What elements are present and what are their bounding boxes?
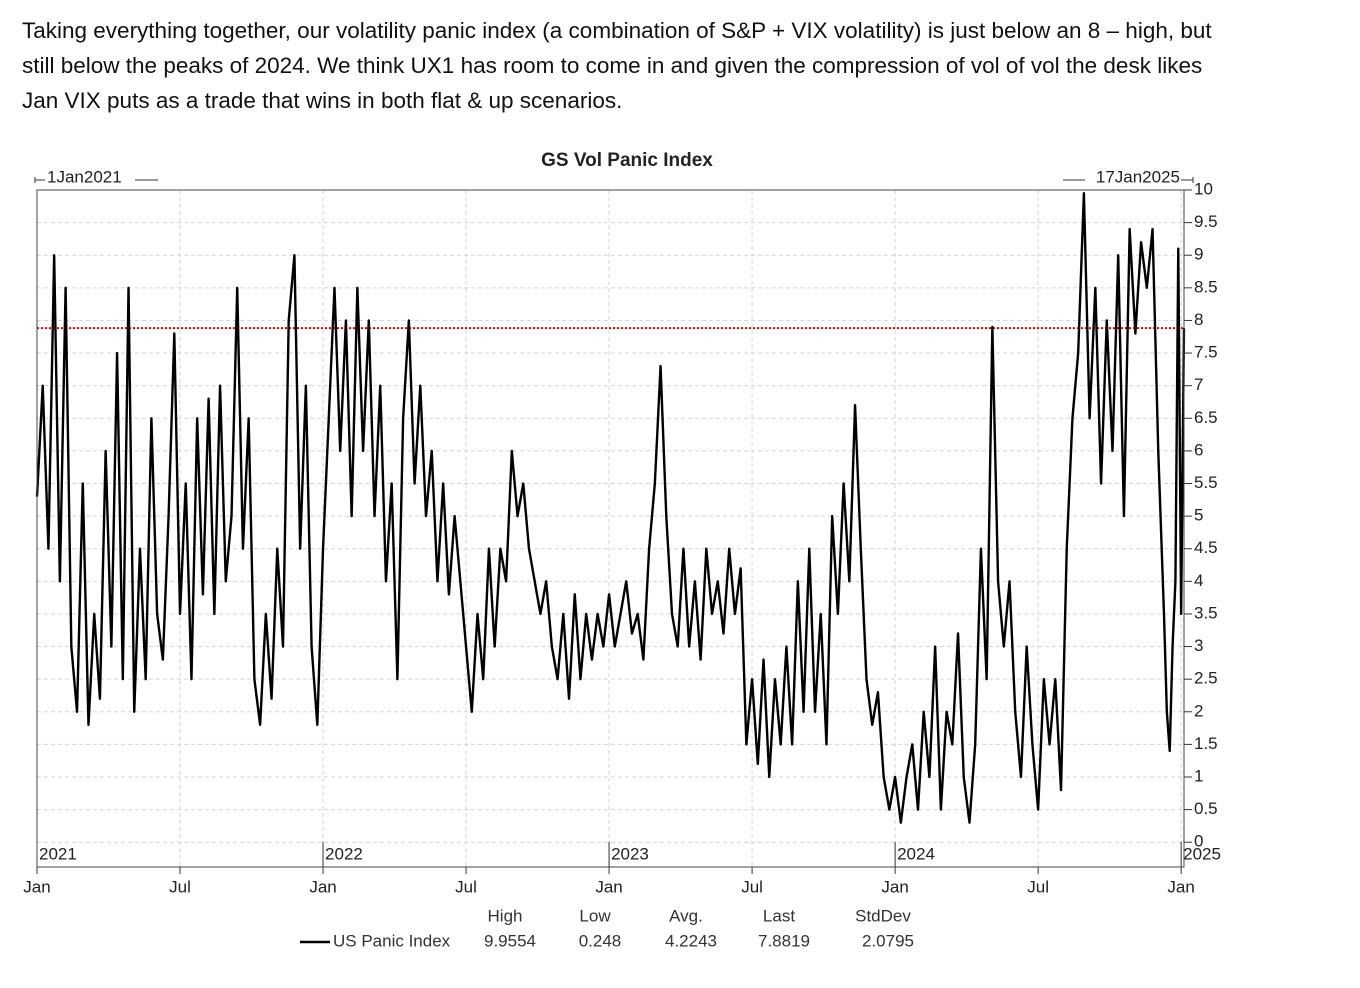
- y-tick-label: 9: [1194, 245, 1203, 264]
- y-tick-label: 7: [1194, 375, 1203, 394]
- legend-stat-value: 4.2243: [665, 931, 717, 950]
- y-tick-label: 0.5: [1194, 799, 1218, 818]
- y-tick-label: 7.5: [1194, 343, 1218, 362]
- y-tick-label: 4: [1194, 571, 1203, 590]
- y-tick-label: 3: [1194, 636, 1203, 655]
- y-tick-label: 0: [1194, 832, 1203, 851]
- x-tick-label: Jan: [881, 877, 908, 896]
- x-tick-label: Jul: [741, 877, 763, 896]
- plot-frame: [36, 189, 1185, 868]
- y-tick-label: 8: [1194, 310, 1203, 329]
- text-line: still below the peaks of 2024. We think …: [22, 53, 1202, 78]
- year-label: 2025: [1183, 844, 1221, 863]
- range-end: 17Jan2025: [1096, 167, 1180, 186]
- y-tick-label: 9.5: [1194, 212, 1218, 231]
- x-tick-label: Jan: [23, 877, 50, 896]
- legend-stat-value: 0.248: [579, 931, 622, 950]
- y-tick-label: 6.5: [1194, 408, 1218, 427]
- year-label: 2024: [897, 844, 935, 863]
- text-line: Jan VIX puts as a trade that wins in bot…: [22, 88, 622, 113]
- legend-stat-value: 9.9554: [484, 931, 536, 950]
- series-line: [35, 192, 1186, 824]
- y-tick-label: 8.5: [1194, 277, 1218, 296]
- y-tick-label: 2.5: [1194, 669, 1218, 688]
- legend-stat-value: 2.0795: [862, 931, 914, 950]
- legend-stat-value: 7.8819: [758, 931, 810, 950]
- range-start: 1Jan2021: [47, 167, 122, 186]
- y-tick-label: 10: [1194, 179, 1213, 198]
- y-tick-label: 6: [1194, 440, 1203, 459]
- legend-stat-header: Last: [763, 906, 795, 925]
- x-tick-label: Jul: [455, 877, 477, 896]
- y-tick-label: 5: [1194, 506, 1203, 525]
- legend-stat-header: Low: [579, 906, 611, 925]
- year-label: 2023: [611, 844, 649, 863]
- x-tick-label: Jul: [169, 877, 191, 896]
- y-tick-label: 3.5: [1194, 603, 1218, 622]
- legend-stat-header: StdDev: [855, 906, 911, 925]
- year-label: 2022: [325, 844, 363, 863]
- x-tick-label: Jan: [309, 877, 336, 896]
- y-tick-label: 5.5: [1194, 473, 1218, 492]
- x-tick-label: Jul: [1027, 877, 1049, 896]
- y-tick-label: 4.5: [1194, 538, 1218, 557]
- x-tick-label: Jan: [595, 877, 622, 896]
- legend-stat-header: Avg.: [669, 906, 703, 925]
- legend-label: US Panic Index: [333, 931, 451, 950]
- y-tick-label: 2: [1194, 701, 1203, 720]
- text-line: Taking everything together, our volatili…: [22, 18, 1212, 43]
- y-tick-label: 1.5: [1194, 734, 1218, 753]
- chart-title: GS Vol Panic Index: [541, 150, 713, 171]
- legend-stat-header: High: [488, 906, 523, 925]
- y-tick-label: 1: [1194, 766, 1203, 785]
- year-label: 2021: [39, 844, 77, 863]
- x-tick-label: Jan: [1167, 877, 1194, 896]
